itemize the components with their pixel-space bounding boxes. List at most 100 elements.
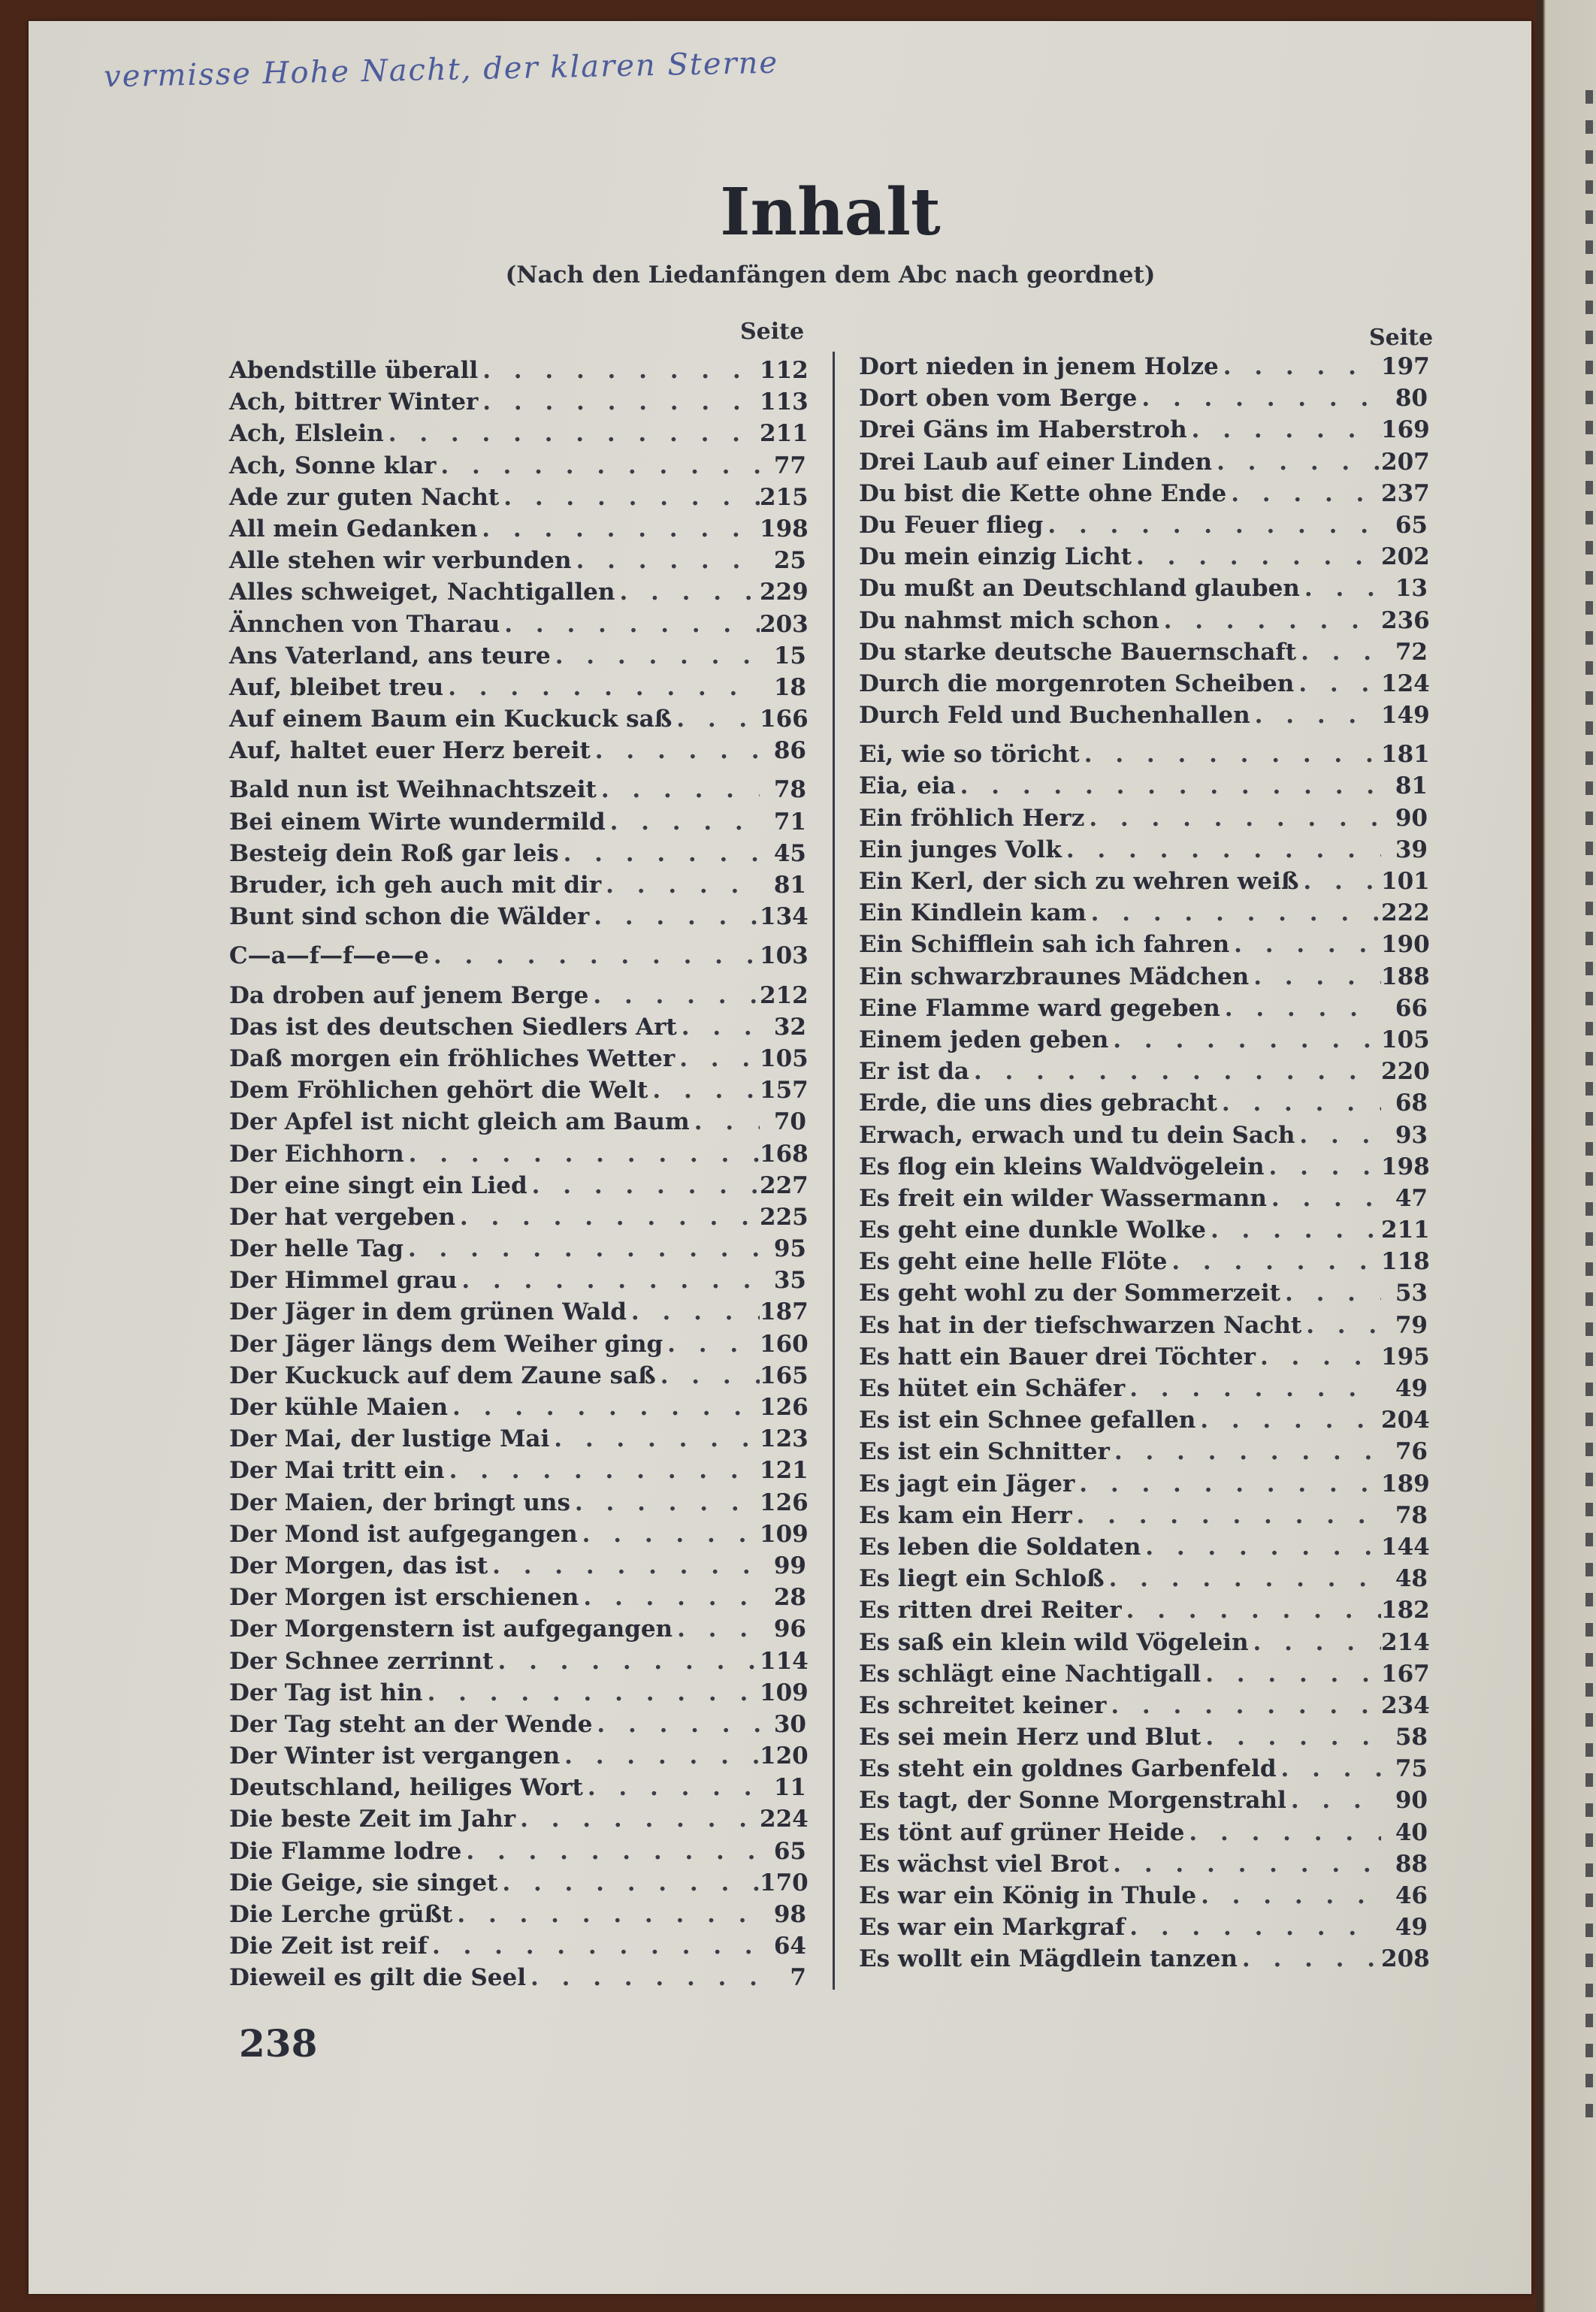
dot-leader bbox=[1265, 1151, 1382, 1183]
dot-leader bbox=[1062, 834, 1381, 866]
song-title: Du bist die Kette ohne Ende bbox=[859, 479, 1227, 507]
index-entry: Du Feuer flieg 65 bbox=[859, 509, 1428, 541]
page-ref: 120 bbox=[760, 1742, 809, 1770]
song-title: Es freit ein wilder Wassermann bbox=[859, 1184, 1267, 1212]
dot-leader bbox=[615, 576, 760, 608]
song-title: Es wächst viel Brot bbox=[859, 1850, 1109, 1878]
song-title: Ein Schifflein sah ich fahren bbox=[859, 931, 1230, 959]
index-entry: Der Eichhorn 168 bbox=[229, 1138, 809, 1170]
page-ref: 81 bbox=[773, 872, 806, 899]
page-ref: 53 bbox=[1395, 1280, 1428, 1307]
page-ref: 65 bbox=[773, 1837, 806, 1865]
index-entry: Dem Fröhlichen gehört die Welt 157 bbox=[229, 1074, 809, 1106]
page-ref: 144 bbox=[1381, 1533, 1430, 1561]
dot-leader bbox=[1296, 636, 1381, 668]
dot-leader bbox=[1301, 1310, 1381, 1341]
dot-leader bbox=[656, 1360, 760, 1392]
index-entry: Es sei mein Herz und Blut 58 bbox=[859, 1721, 1428, 1753]
dot-leader bbox=[488, 1550, 760, 1582]
page-ref: 80 bbox=[1395, 385, 1428, 413]
song-title: Es jagt ein Jäger bbox=[859, 1470, 1075, 1498]
dot-leader bbox=[1277, 1753, 1381, 1785]
index-entry: Der Jäger längs dem Weiher ging 160 bbox=[229, 1328, 809, 1360]
index-entry: Der hat vergeben 225 bbox=[229, 1201, 809, 1233]
index-entry: Ein Kindlein kam 222 bbox=[859, 897, 1430, 929]
page-ref: 227 bbox=[760, 1171, 809, 1199]
dot-leader bbox=[1195, 1404, 1381, 1436]
song-title: Der Morgen, das ist bbox=[229, 1552, 488, 1579]
song-title: Der Schnee zerrinnt bbox=[229, 1647, 494, 1675]
page-ref: 77 bbox=[773, 452, 806, 479]
song-title: Der Mai tritt ein bbox=[229, 1457, 445, 1485]
song-title: Eine Flamme ward gegeben bbox=[859, 994, 1220, 1022]
page-ref: 224 bbox=[760, 1806, 809, 1833]
index-entry: Es tagt, der Sonne Morgenstrahl 90 bbox=[859, 1785, 1428, 1816]
page-ref: 105 bbox=[760, 1044, 809, 1072]
index-entry: Da droben auf jenem Berge 212 bbox=[229, 980, 809, 1011]
page-ref: 123 bbox=[760, 1425, 809, 1453]
song-title: Das ist des deutschen Siedlers Art bbox=[229, 1013, 677, 1041]
index-entry: Alles schweiget, Nachtigallen 229 bbox=[229, 576, 809, 608]
adjacent-page-text bbox=[1585, 90, 1593, 2119]
index-entry: Der Winter ist vergangen 120 bbox=[229, 1740, 809, 1772]
index-entry: Der Tag steht an der Wende 30 bbox=[229, 1709, 806, 1740]
index-entry: Alle stehen wir verbunden 25 bbox=[229, 545, 806, 576]
dot-leader bbox=[690, 1106, 760, 1138]
song-title: Bruder, ich geh auch mit dir bbox=[229, 872, 602, 899]
page-ref: 81 bbox=[1395, 772, 1428, 800]
index-entry: Der Maien, der bringt uns 126 bbox=[229, 1487, 809, 1519]
page-ref: 11 bbox=[773, 1774, 806, 1802]
dot-leader bbox=[1184, 1817, 1381, 1848]
page-ref: 170 bbox=[760, 1869, 809, 1896]
song-title: Bei einem Wirte wundermild bbox=[229, 808, 606, 836]
page-ref: 112 bbox=[760, 357, 809, 384]
dot-leader bbox=[1105, 1563, 1381, 1594]
page-ref: 214 bbox=[1381, 1628, 1430, 1656]
song-title: C—a—f—f—e—e bbox=[229, 942, 429, 970]
dot-leader bbox=[478, 386, 760, 418]
song-title: Besteig dein Roß gar leis bbox=[229, 839, 559, 867]
index-entry: Es saß ein klein wild Vögelein 214 bbox=[859, 1627, 1430, 1658]
dot-leader bbox=[1286, 1785, 1381, 1816]
dot-leader bbox=[578, 1519, 760, 1550]
index-entry: Der Kuckuck auf dem Zaune saß 165 bbox=[229, 1360, 809, 1392]
dot-leader bbox=[500, 609, 760, 640]
dot-leader bbox=[549, 1423, 760, 1455]
dot-leader bbox=[1256, 1341, 1381, 1373]
dot-leader bbox=[1125, 1912, 1381, 1943]
index-entry: Drei Laub auf einer Linden 207 bbox=[859, 446, 1430, 478]
dot-leader bbox=[606, 806, 760, 838]
index-entry: Der Mond ist aufgegangen 109 bbox=[229, 1519, 809, 1550]
song-title: Ei, wie so töricht bbox=[859, 741, 1080, 769]
dot-leader bbox=[477, 513, 760, 545]
page-ref: 188 bbox=[1381, 963, 1430, 990]
page-ref: 39 bbox=[1395, 836, 1428, 863]
dot-leader bbox=[1108, 1848, 1381, 1880]
dot-leader bbox=[497, 1867, 760, 1899]
index-entry: Bruder, ich geh auch mit dir 81 bbox=[229, 869, 806, 901]
song-title: Erde, die uns dies gebracht bbox=[859, 1090, 1217, 1117]
page-ref: 15 bbox=[773, 642, 806, 669]
dot-leader bbox=[592, 1709, 760, 1740]
index-entry: Dort oben vom Berge 80 bbox=[859, 382, 1428, 414]
song-title: Er ist da bbox=[859, 1058, 969, 1086]
index-entry: Es schlägt eine Nachtigall 167 bbox=[859, 1658, 1430, 1690]
page-ref: 198 bbox=[1381, 1153, 1430, 1180]
index-entry: Es kam ein Herr 78 bbox=[859, 1500, 1428, 1531]
dot-leader bbox=[1280, 1277, 1381, 1309]
index-entry: Es schreitet keiner 234 bbox=[859, 1690, 1430, 1721]
song-title: Der Tag steht an der Wende bbox=[229, 1710, 593, 1738]
page-ref: 118 bbox=[1381, 1248, 1430, 1276]
song-title: Durch Feld und Buchenhallen bbox=[859, 702, 1250, 730]
index-entry: Es geht eine dunkle Wolke 211 bbox=[859, 1214, 1430, 1246]
song-title: Es wollt ein Mägdlein tanzen bbox=[859, 1945, 1238, 1973]
page-ref: 126 bbox=[760, 1488, 809, 1516]
index-entry: Der Mai, der lustige Mai 123 bbox=[229, 1423, 809, 1455]
dot-leader bbox=[452, 1899, 760, 1930]
index-entry: Auf, haltet euer Herz bereit 86 bbox=[229, 735, 806, 766]
dot-leader bbox=[1206, 1214, 1381, 1246]
dot-leader bbox=[589, 901, 760, 932]
page-ref: 225 bbox=[760, 1203, 809, 1231]
dot-leader bbox=[627, 1296, 760, 1328]
page-ref: 78 bbox=[773, 776, 806, 804]
